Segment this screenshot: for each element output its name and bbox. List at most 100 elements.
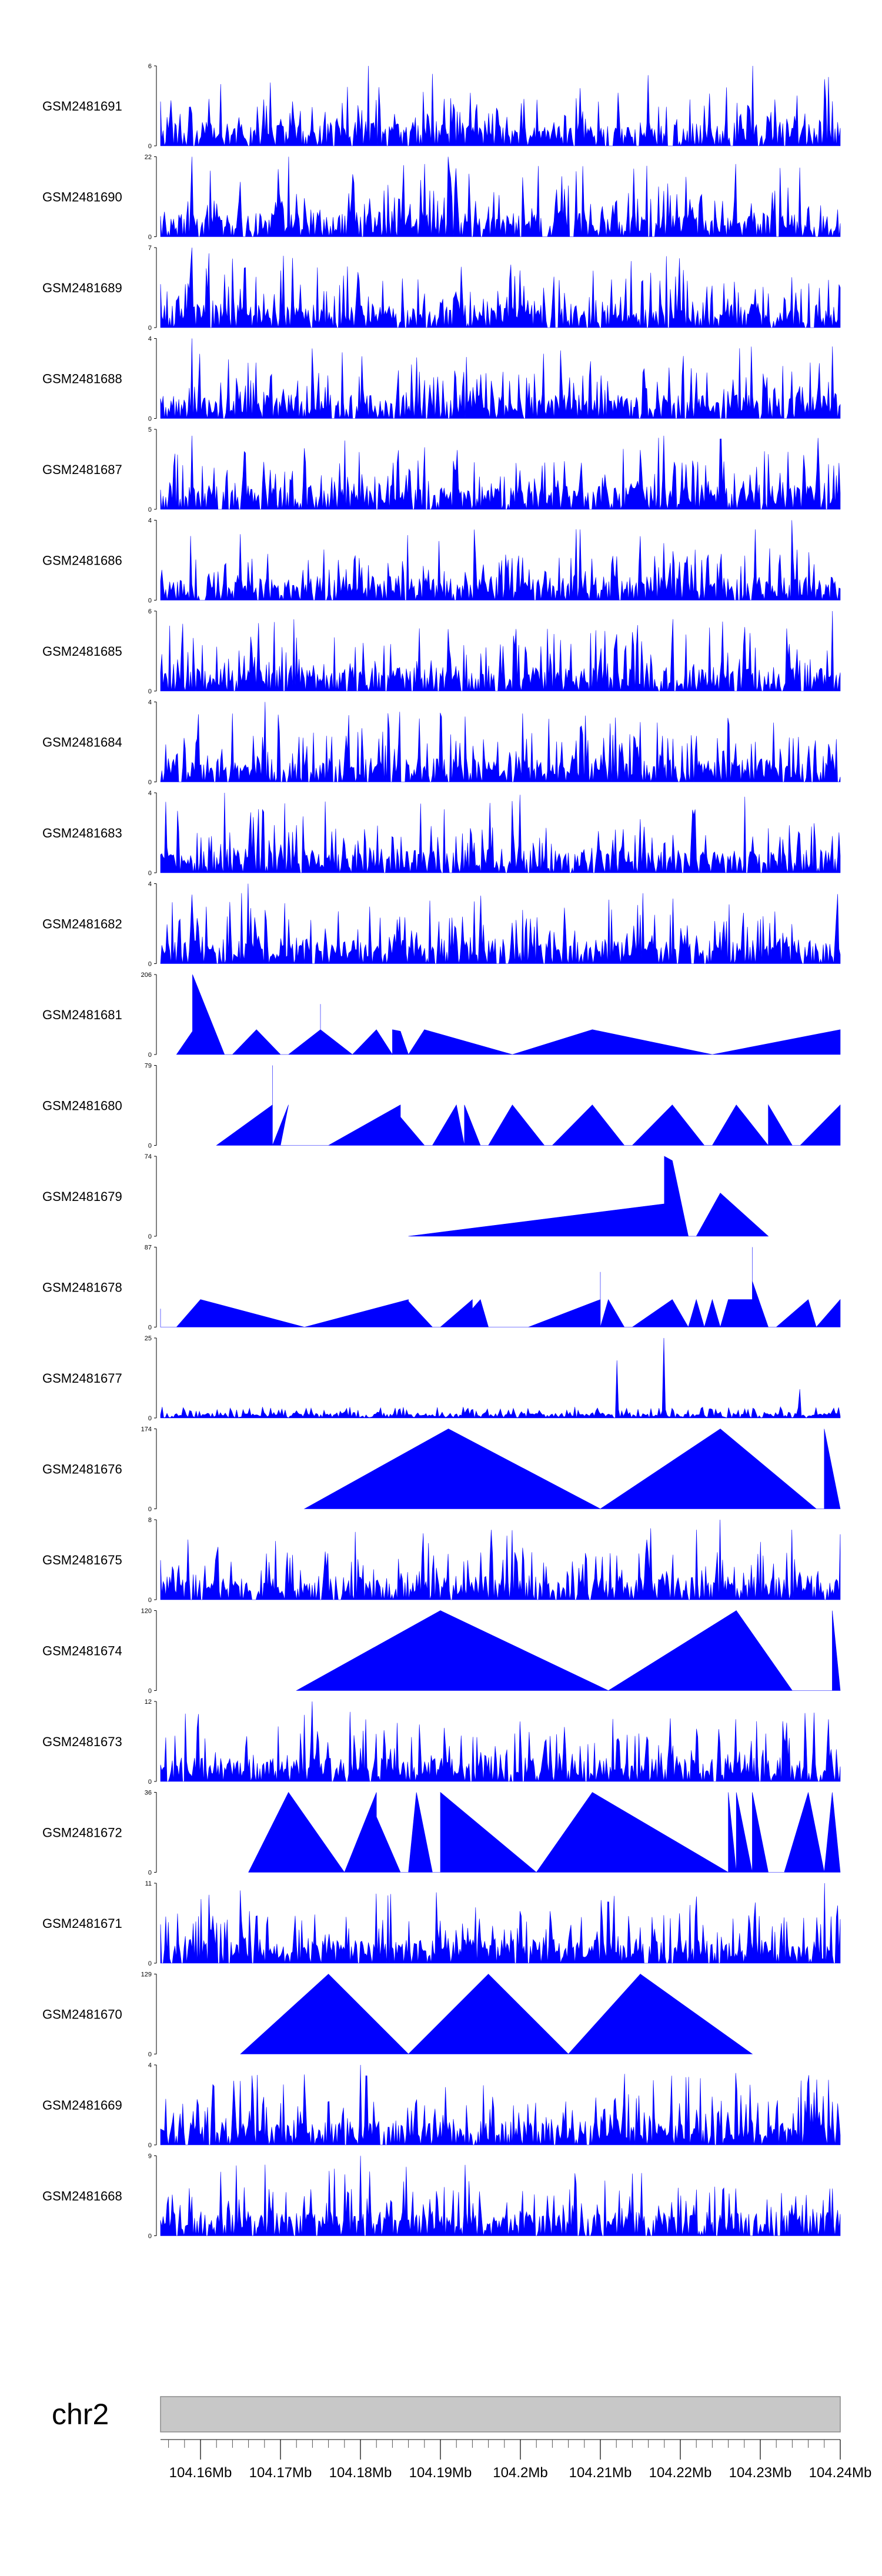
y-max-label: 4 [148,699,152,706]
track-GSM2481675: GSM2481675 8 0 [42,1517,841,1604]
y-min-label: 0 [148,234,152,241]
chromosome-band [160,2396,841,2432]
y-max-label: 120 [141,1608,152,1615]
y-min-label: 0 [148,1233,152,1240]
axis-tick-label: 104.24Mb [809,2465,872,2481]
y-max-label: 206 [141,972,152,979]
axis-tick-label: 104.16Mb [169,2465,232,2481]
y-max-label: 11 [145,1880,152,1887]
coverage-area [160,338,841,419]
y-max-label: 22 [145,154,152,161]
y-min-label: 0 [148,870,152,877]
track-label: GSM2481672 [42,1826,122,1840]
axis-tick-label: 104.23Mb [729,2465,792,2481]
axis-tick-label: 104.22Mb [649,2465,712,2481]
track-GSM2481676: GSM2481676 174 0 [42,1426,841,1513]
y-min-label: 0 [148,598,152,605]
coverage-area [303,1429,841,1509]
coverage-area [296,1610,841,1691]
y-max-label: 4 [148,336,152,343]
axis-tick-label: 104.21Mb [569,2465,632,2481]
y-min-label: 0 [148,1143,152,1150]
y-min-label: 0 [148,1688,152,1695]
coverage-area [160,1337,841,1419]
coverage-area [216,1065,841,1146]
axis-tick-label: 104.17Mb [249,2465,312,2481]
track-GSM2481673: GSM2481673 12 0 [42,1699,841,1786]
track-GSM2481674: GSM2481674 120 0 [42,1608,841,1695]
track-GSM2481690: GSM2481690 22 0 [42,154,841,241]
track-label: GSM2481678 [42,1280,122,1295]
y-max-label: 4 [148,518,152,525]
y-max-label: 6 [148,63,152,70]
y-min-label: 0 [148,1960,152,1967]
track-label: GSM2481675 [42,1553,122,1567]
y-min-label: 0 [148,688,152,695]
coverage-area [160,1701,841,1783]
y-min-label: 0 [148,1778,152,1786]
y-min-label: 0 [148,1597,152,1604]
y-max-label: 5 [148,426,152,433]
track-GSM2481688: GSM2481688 4 0 [42,336,841,423]
coverage-area [160,883,841,964]
y-max-label: 8 [148,1517,152,1524]
track-label: GSM2481670 [42,2007,122,2022]
y-max-label: 6 [148,608,152,615]
y-min-label: 0 [148,416,152,423]
track-label: GSM2481684 [42,735,122,750]
track-label: GSM2481668 [42,2189,122,2204]
track-GSM2481670: GSM2481670 129 0 [42,1971,753,2058]
genome-axis: 104.16Mb 104.17Mb 104.18Mb 104.19Mb 104.2Mb 1… [161,2439,872,2481]
track-GSM2481691: GSM2481691 6 0 [42,63,841,150]
track-label: GSM2481690 [42,190,122,205]
track-GSM2481677: GSM2481677 25 0 [42,1335,841,1422]
y-min-label: 0 [148,2051,152,2058]
track-label: GSM2481671 [42,1916,122,1931]
coverage-area [240,1973,753,2054]
coverage-area [160,156,841,237]
track-GSM2481689: GSM2481689 7 0 [42,245,841,332]
coverage-area [160,65,841,147]
track-label: GSM2481691 [42,99,122,114]
track-GSM2481679: GSM2481679 74 0 [42,1153,769,1240]
chromosome-label: chr2 [52,2398,109,2431]
track-GSM2481683: GSM2481683 4 0 [42,790,841,877]
axis-tick-label: 104.18Mb [329,2465,392,2481]
track-GSM2481668: GSM2481668 9 0 [42,2153,841,2240]
track-GSM2481680: GSM2481680 79 0 [42,1063,841,1150]
coverage-area [160,2155,841,2237]
y-max-label: 12 [145,1699,152,1706]
track-label: GSM2481677 [42,1371,122,1386]
track-GSM2481678: GSM2481678 87 0 [42,1244,841,1332]
track-label: GSM2481679 [42,1189,122,1204]
y-max-label: 129 [141,1971,152,1978]
y-min-label: 0 [148,325,152,332]
y-max-label: 174 [141,1426,152,1433]
track-label: GSM2481685 [42,644,122,659]
coverage-area [160,1519,841,1600]
track-label: GSM2481683 [42,826,122,840]
track-GSM2481687: GSM2481687 5 0 [42,426,841,513]
track-GSM2481685: GSM2481685 6 0 [42,608,841,695]
track-GSM2481684: GSM2481684 4 0 [42,699,841,786]
track-label: GSM2481688 [42,372,122,386]
track-GSM2481669: GSM2481669 4 0 [42,2062,841,2149]
y-min-label: 0 [148,779,152,786]
y-min-label: 0 [148,1324,152,1332]
coverage-area [160,1883,841,1964]
axis-tick-label: 104.19Mb [409,2465,472,2481]
y-min-label: 0 [148,2233,152,2240]
track-label: GSM2481686 [42,553,122,568]
y-max-label: 25 [145,1335,152,1342]
y-min-label: 0 [148,2142,152,2149]
y-max-label: 7 [148,245,152,252]
y-min-label: 0 [148,1870,152,1877]
y-max-label: 74 [145,1153,152,1160]
track-GSM2481672: GSM2481672 36 0 [42,1790,841,1877]
y-max-label: 4 [148,790,152,797]
coverage-area [160,792,841,873]
coverage-area [160,2064,841,2145]
track-GSM2481681: GSM2481681 206 0 [42,972,841,1059]
track-label: GSM2481682 [42,917,122,932]
